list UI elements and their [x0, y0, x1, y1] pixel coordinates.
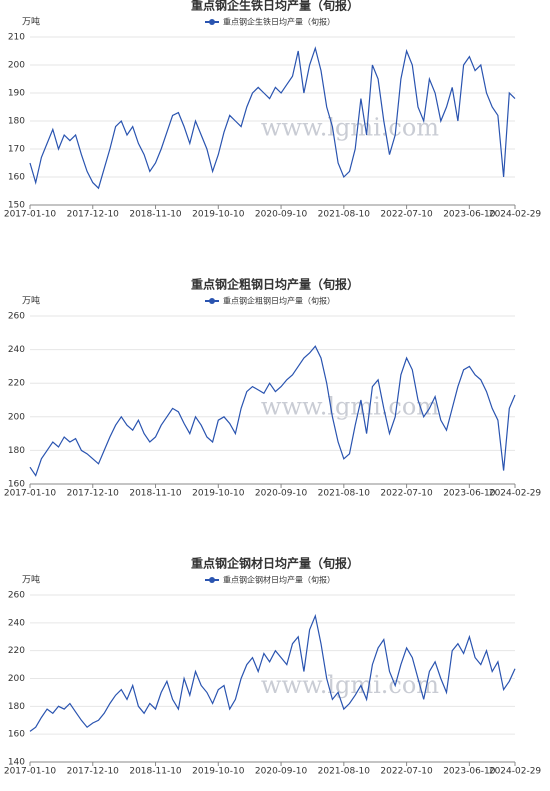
- x-tick-label: 2019-10-10: [192, 489, 245, 499]
- chart-title: 重点钢企粗钢日均产量（旬报）: [191, 277, 359, 292]
- y-tick-label: 180: [8, 446, 25, 456]
- y-axis-label: 万吨: [22, 16, 40, 28]
- y-tick-label: 210: [8, 33, 25, 43]
- watermark: www.lgmi.com: [261, 671, 439, 699]
- x-tick-label: 2022-07-10: [380, 489, 433, 499]
- x-tick-label: 2017-01-10: [4, 210, 57, 220]
- x-tick-label: 2023-06-10: [443, 767, 496, 777]
- x-tick-label: 2020-09-10: [255, 767, 308, 777]
- x-tick-label: 2019-10-10: [192, 210, 245, 220]
- x-tick-label: 2024-02-29: [489, 210, 542, 220]
- y-tick-label: 150: [8, 201, 25, 211]
- x-tick-label: 2017-12-10: [67, 767, 120, 777]
- y-tick-label: 190: [8, 89, 25, 99]
- x-tick-label: 2017-12-10: [67, 210, 120, 220]
- legend-label: 重点钢企粗钢日均产量（旬报）: [223, 296, 335, 306]
- chart: 重点钢企生铁日均产量（旬报） 万吨 www.lgmi.com 150 160 170 180…: [4, 0, 542, 220]
- chart: 重点钢企粗钢日均产量（旬报） 万吨 www.lgmi.com 160 180 200 220…: [4, 277, 542, 499]
- x-tick-label: 2018-11-10: [129, 489, 182, 499]
- x-tick-label: 2021-08-10: [318, 767, 371, 777]
- y-tick-label: 240: [8, 345, 25, 355]
- x-tick-label: 2022-07-10: [380, 767, 433, 777]
- y-tick-label: 170: [8, 145, 25, 155]
- legend-marker: [209, 577, 215, 583]
- y-tick-label: 220: [8, 646, 25, 656]
- line: [29, 345, 516, 477]
- y-tick-label: 260: [8, 312, 25, 322]
- y-tick-label: 160: [8, 173, 25, 183]
- line: [29, 46, 516, 190]
- y-axis-label: 万吨: [22, 574, 40, 586]
- y-tick-label: 160: [8, 730, 25, 740]
- y-tick-label: 160: [8, 480, 25, 490]
- legend-marker: [209, 19, 215, 25]
- x-tick-label: 2018-11-10: [129, 210, 182, 220]
- y-axis-label: 万吨: [22, 295, 40, 307]
- watermark: www.lgmi.com: [261, 114, 439, 142]
- x-tick-label: 2019-10-10: [192, 767, 245, 777]
- x-tick-label: 2023-06-10: [443, 210, 496, 220]
- chart: 重点钢企钢材日均产量（旬报） 万吨 www.lgmi.com 140 160 180 200…: [4, 556, 542, 777]
- legend-label: 重点钢企生铁日均产量（旬报）: [223, 17, 335, 27]
- chart-title: 重点钢企生铁日均产量（旬报）: [191, 0, 359, 13]
- y-tick-label: 220: [8, 379, 25, 389]
- x-tick-label: 2023-06-10: [443, 489, 496, 499]
- x-tick-label: 2024-02-29: [489, 489, 542, 499]
- legend-label: 重点钢企钢材日均产量（旬报）: [223, 575, 335, 585]
- chart-title: 重点钢企钢材日均产量（旬报）: [191, 556, 359, 571]
- x-tick-label: 2017-12-10: [67, 489, 120, 499]
- x-tick-label: 2024-02-29: [489, 767, 542, 777]
- watermark: www.lgmi.com: [261, 393, 439, 421]
- line: [29, 613, 516, 732]
- y-tick-label: 180: [8, 117, 25, 127]
- x-tick-label: 2017-01-10: [4, 767, 57, 777]
- y-tick-label: 200: [8, 61, 25, 71]
- y-tick-label: 180: [8, 702, 25, 712]
- x-tick-label: 2020-09-10: [255, 489, 308, 499]
- x-tick-label: 2018-11-10: [129, 767, 182, 777]
- x-tick-label: 2017-01-10: [4, 489, 57, 499]
- legend-marker: [209, 298, 215, 304]
- y-tick-label: 200: [8, 412, 25, 422]
- y-tick-label: 260: [8, 591, 25, 601]
- y-tick-label: 200: [8, 674, 25, 684]
- x-tick-label: 2021-08-10: [318, 210, 371, 220]
- x-tick-label: 2022-07-10: [380, 210, 433, 220]
- y-tick-label: 140: [8, 758, 25, 768]
- x-tick-label: 2021-08-10: [318, 489, 371, 499]
- x-tick-label: 2020-09-10: [255, 210, 308, 220]
- y-tick-label: 240: [8, 618, 25, 628]
